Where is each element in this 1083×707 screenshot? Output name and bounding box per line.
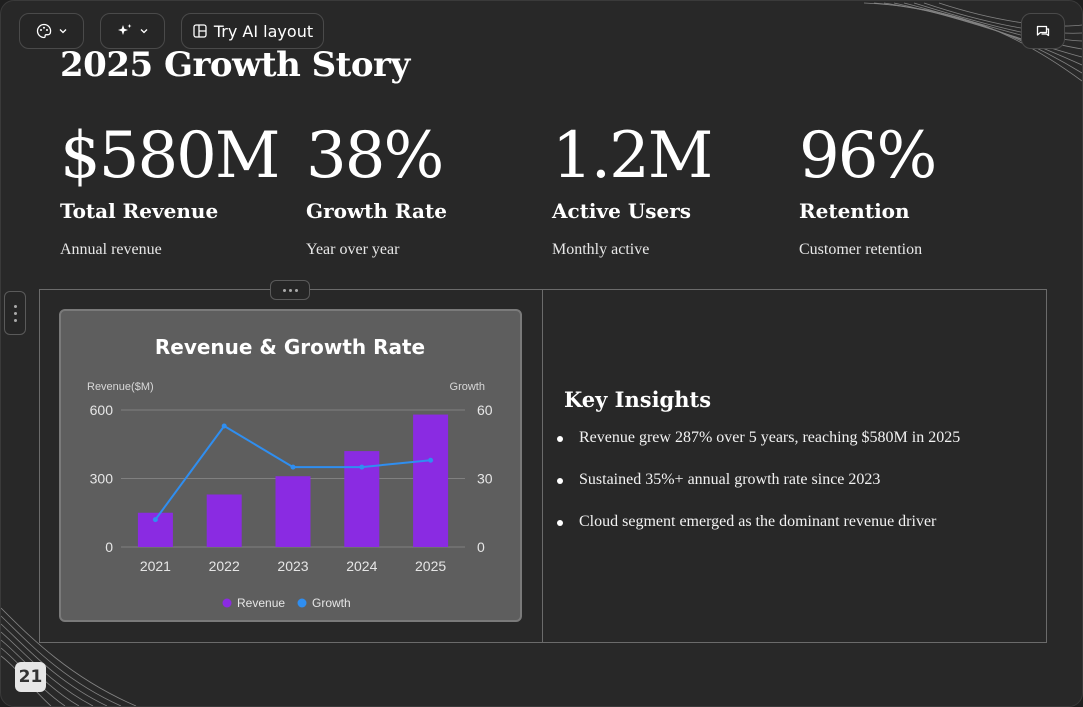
- comment-button[interactable]: [1021, 13, 1065, 49]
- palette-icon: [36, 23, 52, 39]
- legend-revenue-marker: [222, 598, 232, 608]
- stat-label: Active Users: [552, 199, 692, 223]
- stat-value: $580M: [60, 119, 280, 193]
- revenue-bar: [413, 414, 449, 547]
- stat-label: Retention: [799, 199, 910, 223]
- insights-heading: Key Insights: [564, 387, 712, 412]
- column-drag-handle[interactable]: [4, 291, 26, 335]
- chart-title: Revenue & Growth Rate: [155, 335, 425, 359]
- try-ai-layout-button[interactable]: Try AI layout: [181, 13, 324, 49]
- y-right-tick-label: 0: [477, 539, 485, 555]
- page-number[interactable]: 21: [15, 662, 46, 692]
- stat-active-users: 1.2M Active Users Monthly active: [552, 119, 792, 259]
- stat-subtitle: Monthly active: [552, 241, 650, 258]
- stat-retention: 96% Retention Customer retention: [799, 119, 1039, 259]
- chart-card[interactable]: Revenue & Growth Rate Revenue($M) Growth…: [59, 309, 522, 622]
- row-drag-handle[interactable]: [270, 280, 310, 300]
- insight-item: Sustained 35%+ annual growth rate since …: [557, 468, 1024, 510]
- stat-subtitle: Customer retention: [799, 241, 923, 258]
- legend-revenue-label: Revenue: [237, 596, 285, 610]
- growth-point: [359, 464, 365, 470]
- y-left-axis-label: Revenue($M): [87, 381, 154, 393]
- x-tick-label: 2024: [346, 558, 377, 574]
- stat-growth-rate: 38% Growth Rate Year over year: [306, 119, 546, 259]
- insight-item: Cloud segment emerged as the dominant re…: [557, 510, 1024, 552]
- stat-total-revenue: $580M Total Revenue Annual revenue: [60, 119, 300, 259]
- revenue-bar: [206, 494, 242, 547]
- stat-subtitle: Year over year: [306, 241, 400, 258]
- y-left-tick-label: 0: [105, 539, 113, 555]
- key-insights: Key Insights Revenue grew 287% over 5 ye…: [557, 387, 1024, 552]
- y-left-tick-label: 300: [90, 471, 114, 487]
- growth-point: [428, 457, 434, 463]
- theme-button[interactable]: [19, 13, 84, 49]
- x-tick-label: 2023: [277, 558, 308, 574]
- chevron-down-icon: [58, 26, 68, 36]
- growth-point: [290, 464, 296, 470]
- ai-button[interactable]: [100, 13, 165, 49]
- y-right-tick-label: 60: [477, 402, 493, 418]
- growth-point: [221, 423, 227, 429]
- y-right-axis-label: Growth: [450, 381, 485, 393]
- insight-item: Revenue grew 287% over 5 years, reaching…: [557, 426, 1024, 468]
- y-left-tick-label: 600: [90, 402, 114, 418]
- legend-growth-marker: [297, 598, 307, 608]
- y-right-tick-label: 30: [477, 471, 493, 487]
- stat-label: Total Revenue: [60, 199, 219, 223]
- revenue-growth-chart: Revenue & Growth Rate Revenue($M) Growth…: [87, 335, 493, 610]
- chevron-down-icon: [139, 26, 149, 36]
- stat-value: 1.2M: [552, 119, 713, 193]
- stat-label: Growth Rate: [306, 199, 447, 223]
- comment-icon: [1035, 23, 1051, 39]
- grid-divider: [542, 289, 543, 643]
- stat-value: 96%: [799, 119, 937, 193]
- revenue-bar: [275, 476, 311, 547]
- x-tick-label: 2021: [140, 558, 171, 574]
- growth-point: [152, 517, 158, 523]
- legend-growth-label: Growth: [312, 596, 351, 610]
- content-grid[interactable]: [39, 289, 1047, 643]
- x-tick-label: 2025: [415, 558, 446, 574]
- insights-list: Revenue grew 287% over 5 years, reaching…: [557, 426, 1024, 552]
- stat-value: 38%: [306, 119, 444, 193]
- x-tick-label: 2022: [209, 558, 240, 574]
- try-ai-layout-label: Try AI layout: [213, 21, 314, 41]
- slide-title: 2025 Growth Story: [60, 45, 410, 85]
- sparkles-icon: [117, 23, 133, 39]
- layout-icon: [192, 23, 208, 39]
- stat-subtitle: Annual revenue: [60, 241, 162, 258]
